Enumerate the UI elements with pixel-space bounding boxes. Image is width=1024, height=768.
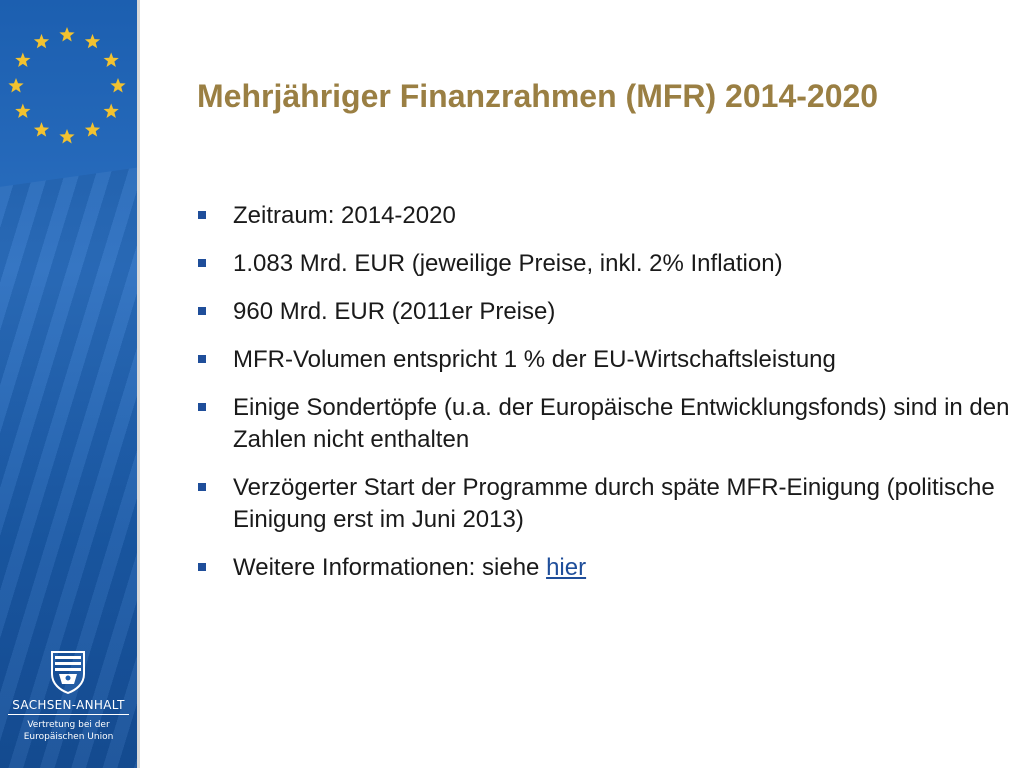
star-icon <box>103 103 119 118</box>
square-bullet-icon <box>198 483 206 491</box>
bullet-item-more-info: Weitere Informationen: siehe hier <box>196 552 1016 584</box>
bullet-text: Einige Sondertöpfe (u.a. der Europäische… <box>233 394 1010 453</box>
square-bullet-icon <box>198 307 206 315</box>
bullet-item-period: Zeitraum: 2014-2020 <box>196 200 1016 232</box>
sachsen-anhalt-logo: SACHSEN-ANHALT Vertretung bei der Europä… <box>0 650 137 760</box>
representation-line-2: Europäischen Union <box>23 732 114 742</box>
bullet-text: Zeitraum: 2014-2020 <box>233 202 456 229</box>
bullet-text: MFR-Volumen entspricht 1 % der EU-Wirtsc… <box>233 346 836 373</box>
bullet-item-delayed-start: Verzögerter Start der Programme durch sp… <box>196 472 1016 536</box>
bullet-text: 1.083 Mrd. EUR (jeweilige Preise, inkl. … <box>233 250 783 277</box>
star-icon <box>59 27 75 42</box>
star-icon <box>15 103 31 118</box>
bullet-text: Weitere Informationen: siehe <box>233 554 547 581</box>
slide-title: Mehrjähriger Finanzrahmen (MFR) 2014-202… <box>197 78 879 114</box>
more-info-link[interactable]: hier <box>546 554 587 581</box>
bullet-item-2011-prices: 960 Mrd. EUR (2011er Preise) <box>196 296 1016 328</box>
representation-line-1: Vertretung bei der <box>27 720 110 730</box>
star-icon <box>15 52 31 67</box>
state-name: SACHSEN-ANHALT <box>12 698 125 712</box>
star-icon <box>33 33 50 49</box>
bullet-item-current-prices: 1.083 Mrd. EUR (jeweilige Preise, inkl. … <box>196 248 1016 280</box>
square-bullet-icon <box>198 563 206 571</box>
logo-divider <box>8 714 129 715</box>
side-band-edge <box>137 0 140 768</box>
star-icon <box>110 78 126 93</box>
square-bullet-icon <box>198 211 206 219</box>
star-icon <box>84 33 101 49</box>
eu-side-band: SACHSEN-ANHALT Vertretung bei der Europä… <box>0 0 137 768</box>
star-icon <box>103 52 119 67</box>
coat-of-arms-icon <box>51 651 85 694</box>
bullet-list: Zeitraum: 2014-2020 1.083 Mrd. EUR (jewe… <box>196 200 1016 600</box>
bullet-item-volume: MFR-Volumen entspricht 1 % der EU-Wirtsc… <box>196 344 1016 376</box>
bullet-item-special-funds: Einige Sondertöpfe (u.a. der Europäische… <box>196 392 1016 456</box>
square-bullet-icon <box>198 355 206 363</box>
star-icon <box>84 122 101 137</box>
star-icon <box>33 122 50 137</box>
star-icon <box>59 129 75 144</box>
bullet-text: Verzögerter Start der Programme durch sp… <box>233 474 995 533</box>
square-bullet-icon <box>198 403 206 411</box>
eu-stars-icon <box>8 27 126 144</box>
square-bullet-icon <box>198 259 206 267</box>
star-icon <box>8 78 24 93</box>
bullet-text: 960 Mrd. EUR (2011er Preise) <box>233 298 556 325</box>
